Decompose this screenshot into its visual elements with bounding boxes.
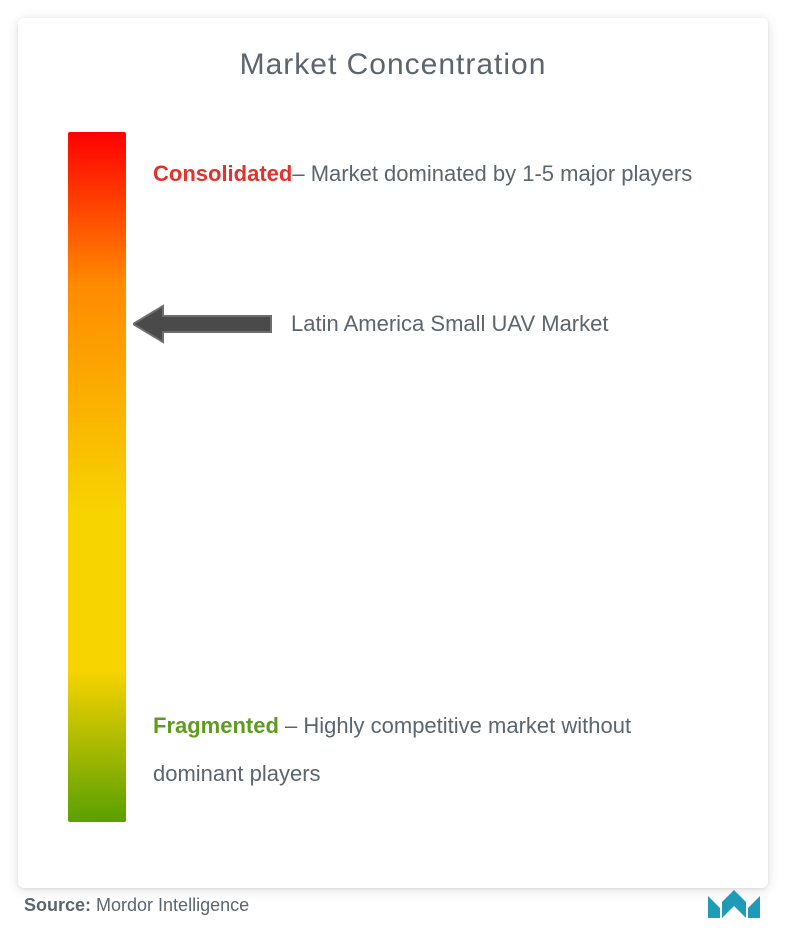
consolidated-label: Consolidated <box>153 161 292 186</box>
source-prefix: Source: <box>24 895 96 915</box>
source-line: Source: Mordor Intelligence <box>24 895 249 916</box>
fragmented-block: Fragmented – Highly competitive market w… <box>153 702 713 799</box>
concentration-gradient-bar <box>68 132 126 822</box>
page-title: Market Concentration <box>58 48 728 82</box>
fragmented-label: Fragmented <box>153 713 279 738</box>
mordor-logo-icon <box>706 888 762 922</box>
market-indicator: Latin America Small UAV Market <box>133 302 608 346</box>
infographic-card: Market Concentration Consolidated– Marke… <box>18 18 768 888</box>
consolidated-block: Consolidated– Market dominated by 1-5 ma… <box>153 150 713 198</box>
content-area: Consolidated– Market dominated by 1-5 ma… <box>58 132 728 832</box>
consolidated-description: – Market dominated by 1-5 major players <box>292 161 692 186</box>
footer: Source: Mordor Intelligence <box>18 888 768 922</box>
market-label: Latin America Small UAV Market <box>291 311 608 337</box>
source-name: Mordor Intelligence <box>96 895 249 915</box>
arrow-left-icon <box>133 302 273 346</box>
